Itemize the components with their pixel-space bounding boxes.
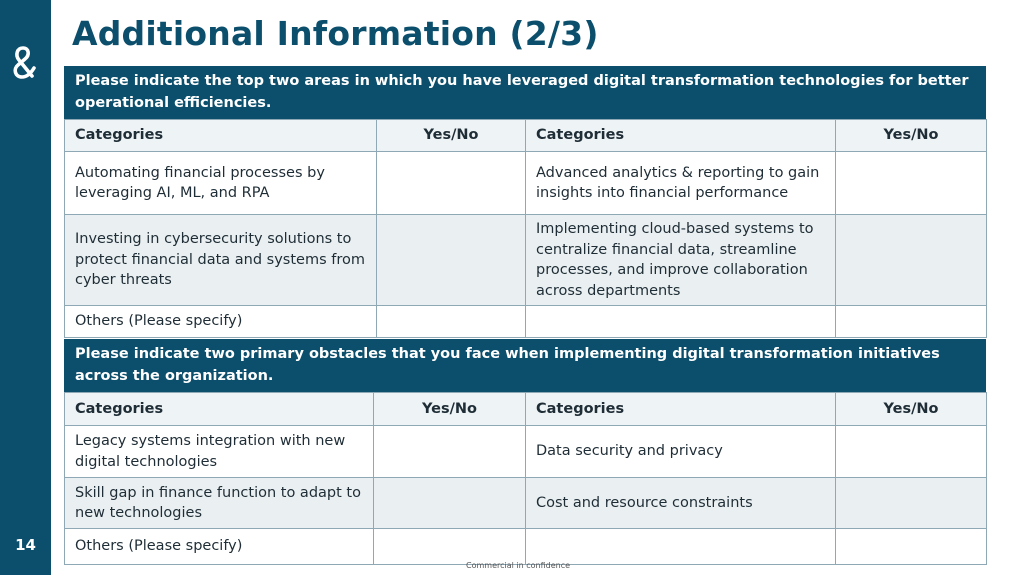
- column-header: Categories: [65, 120, 377, 152]
- yes-no-cell[interactable]: [836, 478, 987, 529]
- page-number: 14: [0, 536, 51, 554]
- column-header: Yes/No: [377, 120, 526, 152]
- category-cell: Investing in cybersecurity solutions to …: [65, 215, 377, 306]
- column-header: Categories: [526, 120, 836, 152]
- yes-no-cell[interactable]: [836, 306, 987, 338]
- column-header: Yes/No: [836, 393, 987, 426]
- table-row: Others (Please specify): [65, 306, 987, 338]
- yes-no-cell[interactable]: [836, 152, 987, 215]
- page-title: Additional Information (2/3): [72, 14, 599, 53]
- category-cell: Others (Please specify): [65, 529, 374, 565]
- yes-no-cell[interactable]: [836, 426, 987, 478]
- sidebar: 14: [0, 0, 51, 575]
- category-cell: Automating financial processes by levera…: [65, 152, 377, 215]
- section-digital-transformation-areas: Please indicate the top two areas in whi…: [64, 66, 986, 338]
- table-header-row: Categories Yes/No Categories Yes/No: [65, 393, 987, 426]
- yes-no-cell[interactable]: [377, 215, 526, 306]
- ampersand-logo-icon: [10, 42, 42, 82]
- category-cell[interactable]: [526, 529, 836, 565]
- yes-no-cell[interactable]: [377, 152, 526, 215]
- column-header: Yes/No: [374, 393, 526, 426]
- confidentiality-footer: Commercial in confidence: [466, 561, 570, 570]
- yes-no-cell[interactable]: [374, 529, 526, 565]
- category-cell: Data security and privacy: [526, 426, 836, 478]
- question-header: Please indicate the top two areas in whi…: [64, 66, 986, 119]
- yes-no-cell[interactable]: [374, 426, 526, 478]
- column-header: Categories: [526, 393, 836, 426]
- category-cell: Skill gap in finance function to adapt t…: [65, 478, 374, 529]
- areas-table: Categories Yes/No Categories Yes/No Auto…: [64, 119, 987, 338]
- category-cell: Cost and resource constraints: [526, 478, 836, 529]
- category-cell: Implementing cloud-based systems to cent…: [526, 215, 836, 306]
- table-row: Investing in cybersecurity solutions to …: [65, 215, 987, 306]
- yes-no-cell[interactable]: [836, 215, 987, 306]
- yes-no-cell[interactable]: [377, 306, 526, 338]
- category-cell[interactable]: [526, 306, 836, 338]
- section-transformation-obstacles: Please indicate two primary obstacles th…: [64, 339, 986, 565]
- table-row: Others (Please specify): [65, 529, 987, 565]
- question-header: Please indicate two primary obstacles th…: [64, 339, 986, 392]
- table-row: Skill gap in finance function to adapt t…: [65, 478, 987, 529]
- yes-no-cell[interactable]: [836, 529, 987, 565]
- category-cell: Legacy systems integration with new digi…: [65, 426, 374, 478]
- column-header: Yes/No: [836, 120, 987, 152]
- table-row: Automating financial processes by levera…: [65, 152, 987, 215]
- table-row: Legacy systems integration with new digi…: [65, 426, 987, 478]
- category-cell: Others (Please specify): [65, 306, 377, 338]
- table-header-row: Categories Yes/No Categories Yes/No: [65, 120, 987, 152]
- obstacles-table: Categories Yes/No Categories Yes/No Lega…: [64, 392, 987, 565]
- yes-no-cell[interactable]: [374, 478, 526, 529]
- column-header: Categories: [65, 393, 374, 426]
- category-cell: Advanced analytics & reporting to gain i…: [526, 152, 836, 215]
